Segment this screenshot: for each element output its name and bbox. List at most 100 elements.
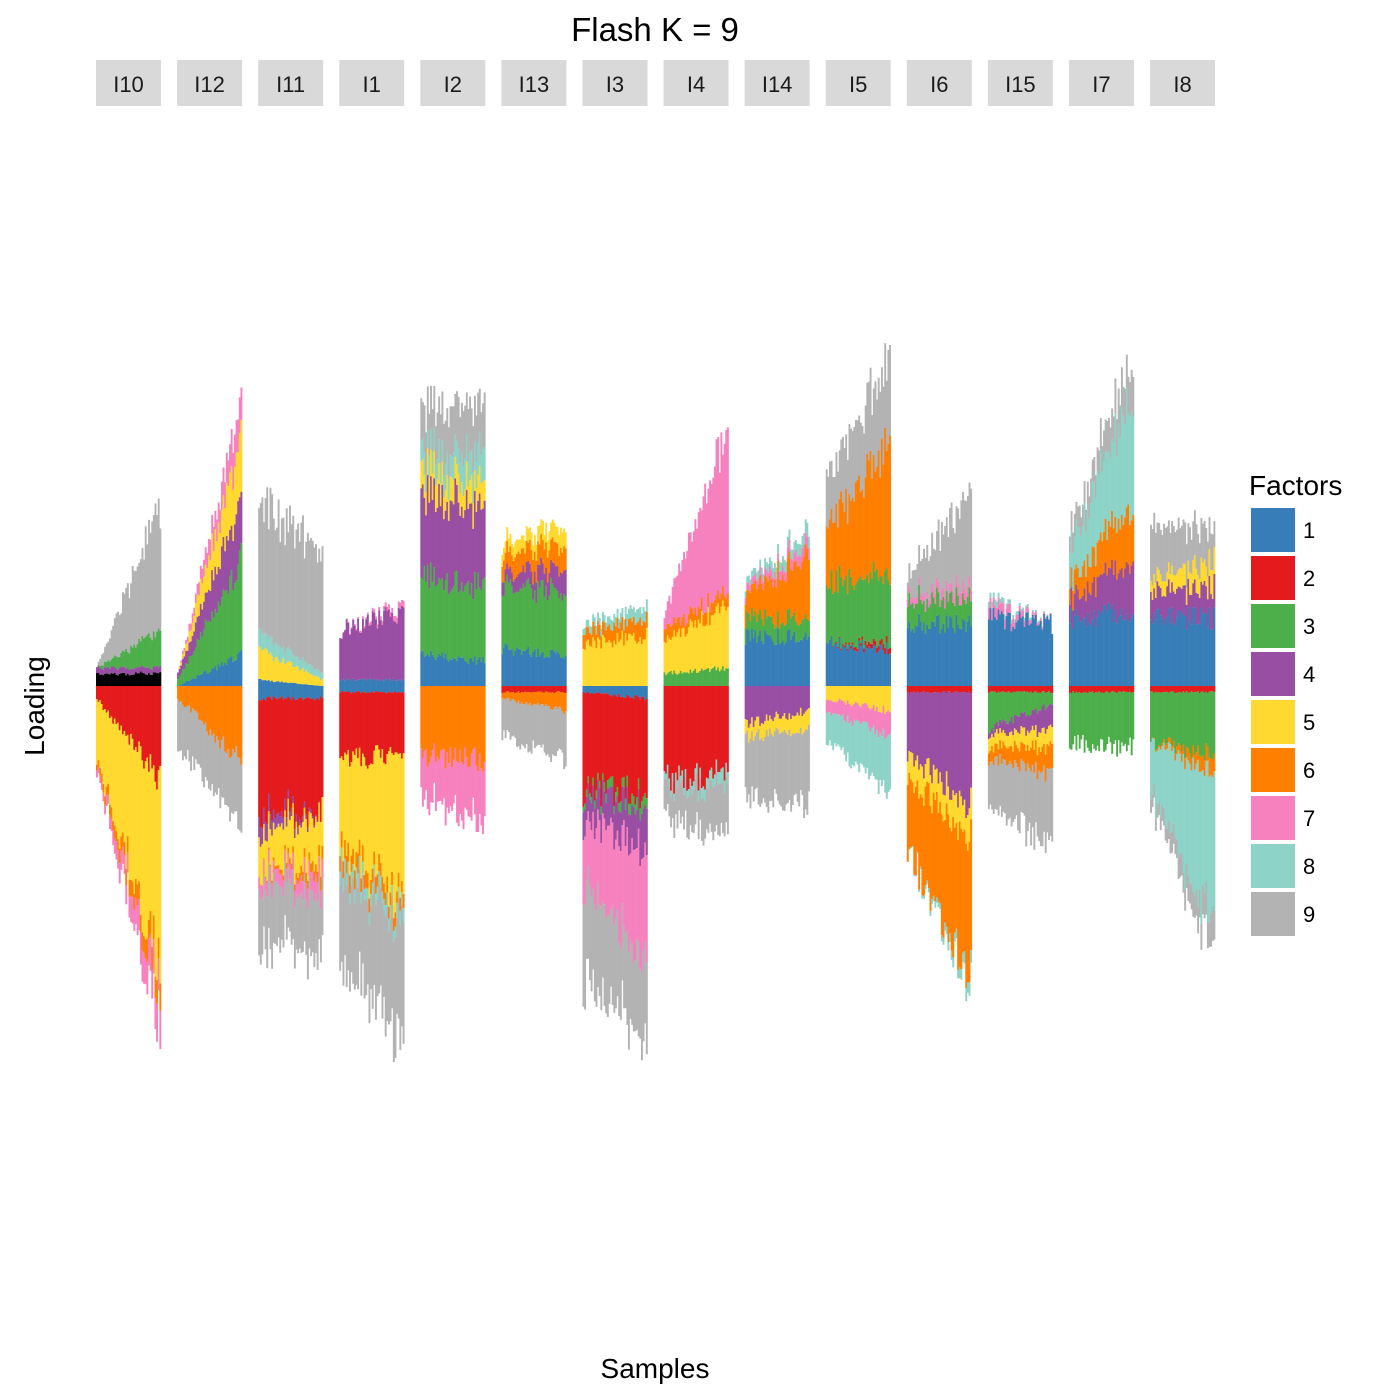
- bar-segment: [475, 686, 478, 766]
- bar-segment: [788, 628, 791, 686]
- bar-segment: [516, 686, 518, 693]
- bar-segment: [527, 646, 530, 686]
- bar-segment: [968, 576, 971, 588]
- bar-segment: [564, 693, 567, 712]
- bar-segment: [305, 697, 308, 815]
- bar-segment: [282, 646, 285, 659]
- bar-segment: [436, 479, 439, 508]
- bar-segment: [220, 509, 223, 547]
- bar-segment: [112, 686, 115, 724]
- bar-segment: [225, 482, 228, 536]
- bar-segment: [467, 409, 470, 462]
- bar-segment: [298, 541, 301, 661]
- bar-segment: [1031, 609, 1034, 612]
- bar-segment: [211, 611, 214, 669]
- bar-segment: [298, 895, 301, 949]
- bar-segment: [1012, 768, 1015, 823]
- bar-segment: [595, 625, 598, 635]
- bar-segment: [1086, 481, 1089, 505]
- bar-segment: [603, 818, 606, 905]
- bar-segment: [699, 777, 702, 820]
- bar-segment: [295, 879, 298, 895]
- bar-segment: [838, 698, 841, 715]
- bar-segment: [958, 790, 961, 822]
- bar-segment: [555, 686, 557, 693]
- bar-segment: [303, 857, 306, 875]
- bar-segment: [128, 675, 131, 686]
- bar-segment: [276, 698, 278, 815]
- bar-segment: [987, 601, 990, 608]
- bar-segment: [313, 901, 316, 968]
- bar-segment: [1206, 576, 1209, 600]
- bar-segment: [616, 786, 619, 796]
- bar-segment: [1083, 481, 1086, 503]
- bar-segment: [561, 573, 564, 601]
- bar-segment: [186, 686, 189, 706]
- bar-segment: [939, 633, 942, 686]
- legend-label-6: 6: [1303, 758, 1315, 783]
- bar-segment: [871, 415, 874, 479]
- bar-segment: [934, 901, 937, 908]
- bar-segment: [837, 647, 840, 649]
- bar-segment: [1198, 755, 1201, 773]
- bar-segment: [344, 686, 347, 692]
- bar-segment: [238, 686, 241, 759]
- bar-segment: [384, 905, 387, 917]
- bar-segment: [232, 452, 235, 490]
- bar-segment: [443, 749, 445, 799]
- bar-segment: [845, 488, 848, 576]
- bar-segment: [391, 753, 394, 872]
- bar-segment: [989, 592, 992, 598]
- bar-segment: [600, 693, 603, 807]
- bar-segment: [311, 698, 314, 817]
- bar-segment: [190, 641, 193, 656]
- bar-segment: [1174, 837, 1177, 855]
- bar-segment: [924, 786, 927, 886]
- bar-segment: [765, 714, 768, 730]
- bar-segment: [263, 874, 265, 927]
- bar-segment: [859, 707, 862, 725]
- bar-segment: [402, 753, 405, 894]
- bar-segment: [290, 524, 293, 651]
- bar-segment: [379, 862, 382, 876]
- bar-segment: [879, 576, 882, 641]
- bar-segment: [261, 680, 264, 686]
- bar-segment: [235, 659, 238, 686]
- bar-segment: [624, 618, 627, 633]
- bar-segment: [267, 849, 270, 863]
- bar-segment: [1038, 621, 1041, 625]
- bar-segment: [1117, 691, 1120, 741]
- bar-segment: [389, 616, 392, 680]
- bar-segment: [206, 592, 209, 622]
- bar-segment: [1159, 817, 1162, 831]
- bar-segment: [1200, 686, 1203, 692]
- bar-segment: [987, 739, 990, 754]
- bar-segment: [313, 686, 316, 701]
- bar-segment: [772, 686, 775, 721]
- bar-segment: [293, 682, 296, 686]
- bar-segment: [1120, 367, 1123, 407]
- bar-segment: [696, 763, 698, 774]
- bar-segment: [460, 506, 463, 583]
- bar-segment: [934, 603, 937, 627]
- bar-segment: [361, 845, 364, 862]
- bar-segment: [1129, 382, 1132, 417]
- bar-segment: [705, 669, 708, 686]
- bar-segment: [764, 609, 767, 631]
- bar-segment: [1169, 832, 1172, 854]
- bar-segment: [911, 603, 914, 629]
- bar-segment: [861, 639, 864, 686]
- bar-segment: [1043, 704, 1046, 728]
- bar-segment: [934, 799, 937, 902]
- bar-segment: [919, 686, 922, 693]
- bar-segment: [927, 599, 930, 608]
- bar-segment: [263, 680, 265, 686]
- bar-segment: [637, 686, 640, 697]
- bar-segment: [994, 686, 997, 692]
- bar-segment: [603, 791, 606, 819]
- bar-segment: [459, 590, 462, 658]
- bar-segment: [217, 664, 220, 686]
- bar-segment: [1022, 727, 1024, 744]
- bar-segment: [1185, 746, 1188, 758]
- bar-segment: [212, 526, 215, 552]
